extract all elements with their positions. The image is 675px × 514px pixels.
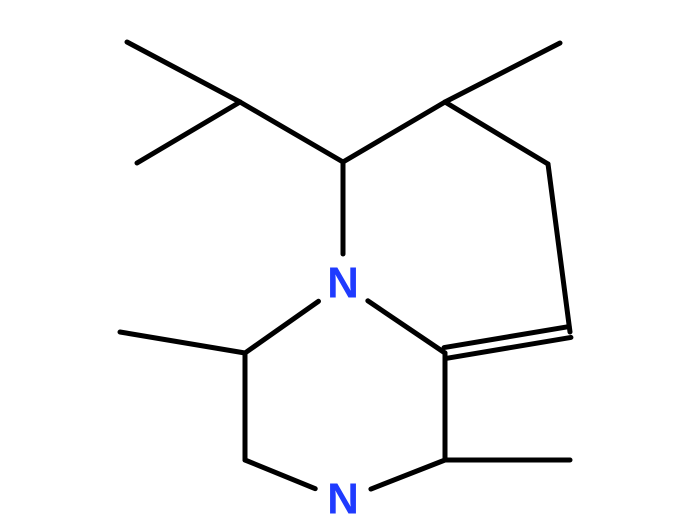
bond [240,102,343,162]
bond [245,301,318,353]
bond [127,42,240,102]
bond [548,164,570,332]
bond [445,102,548,164]
bond [368,301,445,353]
bond [245,460,315,489]
bond [120,332,245,353]
bond [444,327,569,348]
atom-label-n: N [327,475,359,514]
bond [445,43,560,102]
bond [137,102,240,163]
atom-label-n: N [327,259,359,308]
bond [371,460,445,489]
bond [446,337,571,358]
bond [343,102,445,162]
molecule-diagram: NN [0,0,675,514]
